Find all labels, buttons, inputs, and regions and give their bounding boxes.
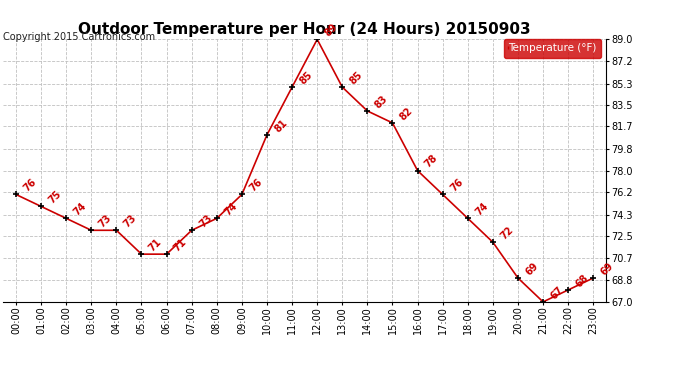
Text: 73: 73: [122, 213, 139, 230]
Text: 73: 73: [197, 213, 214, 230]
Text: 85: 85: [348, 70, 364, 86]
Text: 74: 74: [222, 201, 239, 217]
Text: 71: 71: [172, 237, 189, 254]
Text: 76: 76: [448, 177, 465, 194]
Text: 74: 74: [473, 201, 490, 217]
Text: 78: 78: [423, 153, 440, 170]
Text: 75: 75: [47, 189, 63, 206]
Legend: Temperature (°F): Temperature (°F): [504, 39, 600, 58]
Text: 73: 73: [97, 213, 113, 230]
Text: 68: 68: [573, 273, 591, 289]
Text: 89: 89: [323, 22, 339, 39]
Text: 85: 85: [297, 70, 315, 86]
Text: 67: 67: [549, 285, 565, 301]
Text: 83: 83: [373, 93, 390, 110]
Text: Copyright 2015 Cartronics.com: Copyright 2015 Cartronics.com: [3, 32, 155, 42]
Text: 74: 74: [72, 201, 88, 217]
Text: 69: 69: [524, 261, 540, 277]
Text: 76: 76: [21, 177, 38, 194]
Text: 72: 72: [498, 225, 515, 242]
Title: Outdoor Temperature per Hour (24 Hours) 20150903: Outdoor Temperature per Hour (24 Hours) …: [79, 22, 531, 37]
Text: 71: 71: [147, 237, 164, 254]
Text: 76: 76: [248, 177, 264, 194]
Text: 82: 82: [398, 105, 415, 122]
Text: 81: 81: [273, 117, 289, 134]
Text: 69: 69: [599, 261, 615, 277]
